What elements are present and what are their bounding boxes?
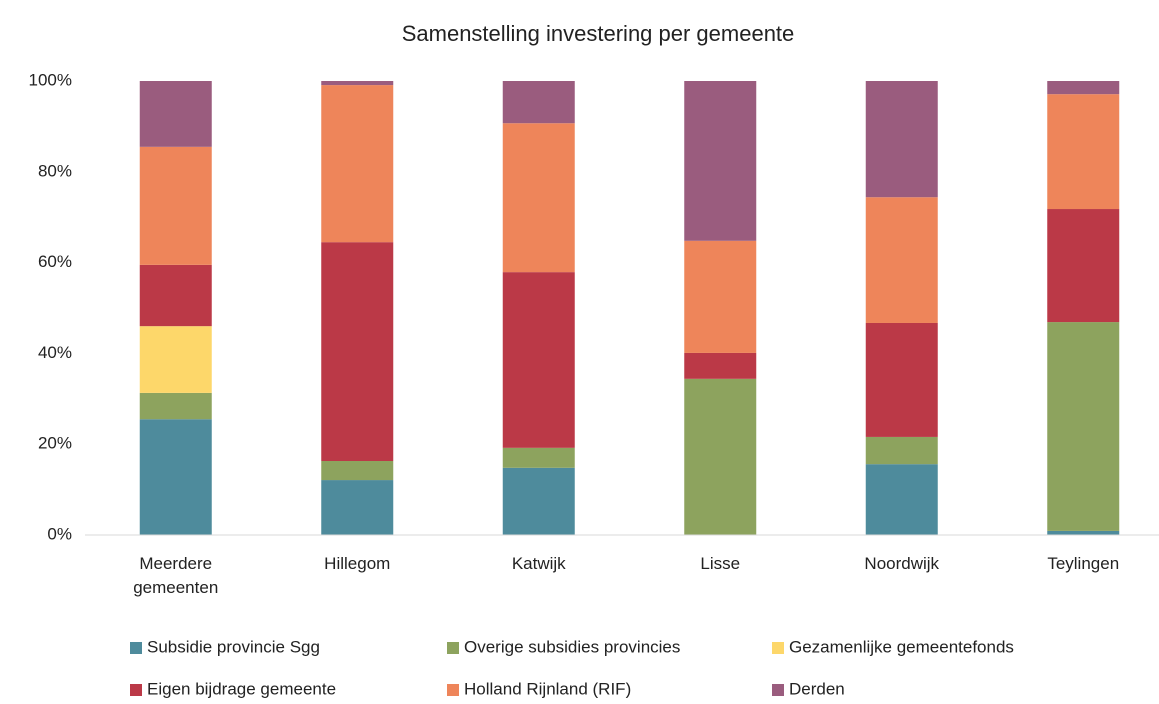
legend-swatch	[130, 642, 142, 654]
bar-segment	[502, 447, 575, 468]
x-tick-label: Meerdere gemeenten	[133, 554, 219, 597]
bar-segment	[139, 326, 212, 393]
chart-title: Samenstelling investering per gemeente	[402, 21, 795, 46]
bar-segment	[1047, 94, 1120, 210]
bar-segment	[321, 480, 394, 535]
bar-segment	[139, 419, 212, 535]
y-tick-label: 40%	[38, 343, 72, 362]
legend-label: Eigen bijdrage gemeente	[147, 679, 336, 698]
x-tick-label: Teylingen	[1047, 554, 1120, 573]
legend-label: Gezamenlijke gemeentefonds	[789, 637, 1014, 656]
bar-segment	[321, 242, 394, 461]
bar-segment	[139, 81, 212, 147]
legend-swatch	[130, 684, 142, 696]
bar-segment	[502, 81, 575, 124]
bar-segment	[139, 264, 212, 327]
bar-segment	[1047, 322, 1120, 531]
bar-segment	[502, 123, 575, 273]
bar-segment	[139, 392, 212, 420]
x-tick-label: Katwijk	[511, 554, 566, 573]
bar-segment	[684, 378, 757, 535]
bar-segment	[321, 81, 394, 86]
y-tick-label: 60%	[38, 252, 72, 271]
bar-segment	[865, 81, 938, 198]
bar-segment	[865, 322, 938, 437]
legend-swatch	[447, 684, 459, 696]
x-tick-label: Noordwijk	[864, 554, 940, 573]
bar-segment	[502, 467, 575, 535]
bar-segment	[1047, 81, 1120, 95]
y-tick-label: 0%	[47, 524, 72, 543]
bar-segment	[502, 272, 575, 448]
legend-swatch	[772, 642, 784, 654]
x-tick-label: Hillegom	[324, 554, 391, 573]
legend-label: Holland Rijnland (RIF)	[464, 679, 631, 698]
bar-segment	[1047, 530, 1120, 535]
bar-segment	[865, 464, 938, 535]
legend-swatch	[772, 684, 784, 696]
bar-segment	[684, 352, 757, 379]
legend-label: Overige subsidies provincies	[464, 637, 680, 656]
bar-segment	[139, 146, 212, 265]
y-tick-label: 100%	[29, 70, 72, 89]
y-tick-label: 80%	[38, 161, 72, 180]
y-tick-label: 20%	[38, 434, 72, 453]
bar-segment	[684, 240, 757, 353]
bar-segment	[321, 460, 394, 481]
x-tick-label: Lisse	[700, 554, 741, 573]
bar-segment	[1047, 209, 1120, 323]
bar-segment	[321, 85, 394, 243]
legend-label: Derden	[789, 679, 845, 698]
bar-segment	[865, 197, 938, 323]
legend-label: Subsidie provincie Sgg	[147, 637, 320, 656]
bar-segment	[865, 436, 938, 465]
bar-segment	[684, 81, 757, 241]
legend-swatch	[447, 642, 459, 654]
